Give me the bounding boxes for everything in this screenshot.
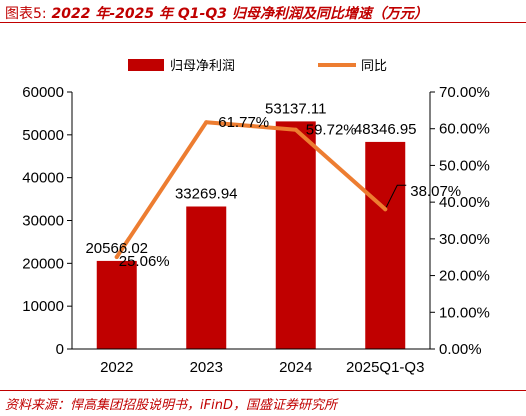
bar [275, 121, 316, 349]
right-axis-tick-label: 30.00% [439, 231, 490, 248]
title-divider [0, 22, 526, 23]
left-axis-tick-label: 30000 [22, 213, 64, 230]
bar-series [96, 121, 406, 349]
right-axis-tick-label: 40.00% [439, 194, 490, 211]
left-axis: 0 10000 20000 30000 40000 50000 60000 [22, 84, 73, 358]
right-axis-tick-label: 10.00% [439, 304, 490, 321]
x-axis-tick-label: 2025Q1-Q3 [346, 359, 424, 376]
bar [96, 260, 137, 349]
bar-value-label: 33269.94 [175, 185, 238, 202]
line-point [204, 120, 209, 125]
left-axis-tick-label: 10000 [22, 298, 64, 315]
chart-title-prefix: 图表5: [5, 6, 47, 22]
label-leader-line [385, 184, 407, 208]
bar [365, 141, 406, 349]
right-axis-tick-label: 60.00% [439, 121, 490, 138]
left-axis-tick-label: 20000 [22, 255, 64, 272]
right-axis-tick-label: 50.00% [439, 157, 490, 174]
line-path [114, 120, 388, 259]
x-axis: 2022 2023 2024 2025Q1-Q3 [72, 348, 430, 376]
right-axis-tick-label: 0.00% [439, 341, 482, 358]
line-value-label: 61.77% [218, 114, 269, 131]
line-value-label: 38.07% [410, 183, 461, 200]
left-axis-tick-label: 50000 [22, 127, 64, 144]
source-divider [0, 390, 526, 391]
line-value-label: 25.06% [119, 253, 170, 270]
left-axis-tick-label: 40000 [22, 170, 64, 187]
x-axis-tick-label: 2023 [190, 359, 223, 376]
line-point [114, 254, 119, 259]
source-note: 资料来源：悍高集团招股说明书，iFinD，国盛证券研究所 [5, 398, 337, 413]
bar-value-label: 20566.02 [85, 240, 148, 257]
bar-value-label: 48346.95 [354, 121, 417, 138]
right-axis-tick-label: 70.00% [439, 84, 490, 101]
line-point [293, 127, 298, 132]
legend-swatch-bar [128, 59, 164, 71]
chart-canvas: 归母净利润 同比 0 10000 20000 30000 40000 50000 60000… [22, 59, 490, 376]
right-axis: 0.00% 10.00% 20.00% 30.00% 40.00% 50.00% 60.00… [429, 84, 490, 358]
bar [186, 206, 227, 349]
x-axis-tick-label: 2022 [100, 359, 133, 376]
legend-label-line: 同比 [361, 59, 387, 74]
left-axis-tick-label: 0 [56, 341, 64, 358]
chart-title: 图表5: 2022 年-2025 年 Q1-Q3 归母净利润及同比增速（万元） [5, 3, 428, 23]
data-labels: 20566.02 33269.94 53137.11 48346.95 25.06% 61… [85, 100, 461, 270]
right-axis-tick-label: 20.00% [439, 268, 490, 285]
legend-label-bar: 归母净利润 [170, 59, 235, 74]
line-series [114, 120, 388, 259]
legend: 归母净利润 同比 [128, 59, 387, 74]
x-axis-tick-label: 2024 [279, 359, 312, 376]
left-axis-tick-label: 60000 [22, 84, 64, 101]
line-point [383, 207, 388, 212]
chart-title-main: 2022 年-2025 年 Q1-Q3 归母净利润及同比增速（万元） [51, 6, 428, 22]
bar-value-label: 53137.11 [265, 100, 326, 117]
line-value-label: 59.72% [306, 122, 357, 139]
